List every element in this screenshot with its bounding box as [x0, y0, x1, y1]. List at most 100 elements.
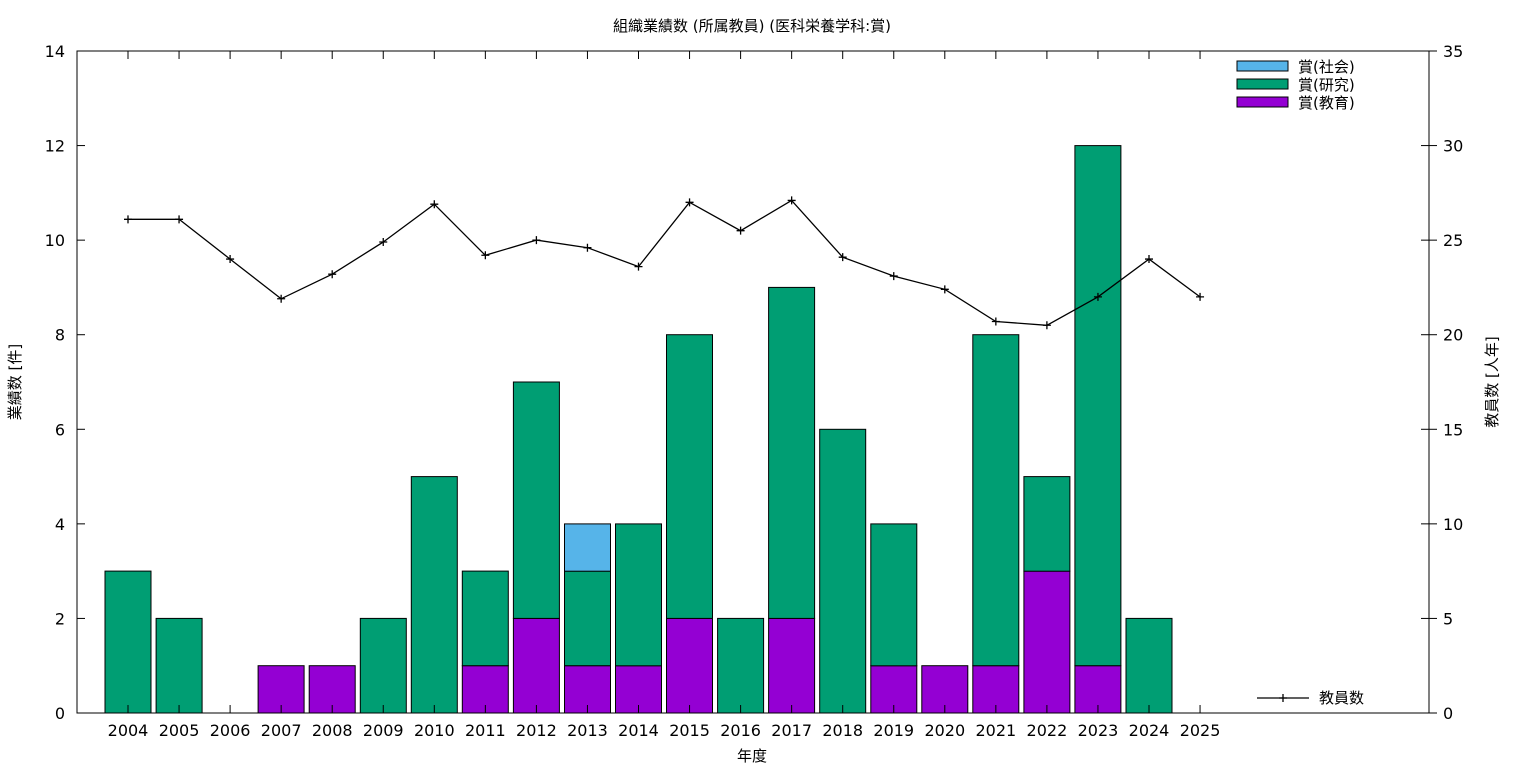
legend-label-2: 賞(社会) — [1298, 58, 1355, 76]
x-tick-label: 2022 — [1027, 721, 1068, 740]
line-legend-marker — [1279, 694, 1287, 702]
faculty-point-2014 — [634, 262, 643, 271]
bar-segment-2015-s0 — [666, 617, 713, 714]
faculty-line — [128, 199, 1201, 326]
bar-segment-2009-s1 — [359, 617, 407, 714]
bar-segment-2016-s1 — [717, 617, 765, 714]
y2-tick-label: 20 — [1443, 326, 1463, 345]
bar-segment-2012-s0 — [512, 617, 560, 714]
y2-tick-label: 5 — [1443, 609, 1453, 628]
faculty-point-2018 — [838, 253, 847, 262]
x-axis-ticks: 2004 2005 2006 2007 2008 2009 2010 2011 2012 2013… — [108, 51, 1221, 740]
y2-tick-label: 15 — [1443, 420, 1463, 439]
bar-segment-2022-s1 — [1023, 476, 1071, 572]
bar-segment-2010-s1 — [410, 476, 458, 714]
y-tick-label: 0 — [55, 704, 65, 723]
bar-segment-2024-s1 — [1125, 617, 1173, 714]
x-axis-label: 年度 — [737, 747, 767, 765]
y2-tick-label: 10 — [1443, 515, 1463, 534]
legend-label-0: 賞(教育) — [1298, 94, 1355, 112]
faculty-point-2012 — [532, 236, 541, 245]
y2-tick-label: 30 — [1443, 137, 1463, 156]
faculty-point-2008 — [328, 270, 337, 279]
faculty-point-2015 — [685, 198, 694, 207]
x-tick-label: 2011 — [465, 721, 506, 740]
x-tick-label: 2007 — [261, 721, 302, 740]
x-tick-label: 2020 — [924, 721, 965, 740]
x-tick-label: 2019 — [873, 721, 914, 740]
bar-segment-2017-s0 — [768, 617, 816, 714]
bar-segment-2012-s1 — [512, 381, 560, 619]
faculty-point-2021 — [991, 317, 1000, 326]
bar-segment-2021-s1 — [972, 334, 1020, 667]
faculty-point-2019 — [889, 272, 898, 281]
x-tick-label: 2009 — [363, 721, 404, 740]
y-tick-label: 6 — [55, 420, 65, 439]
bar-segment-2005-s1 — [155, 617, 203, 714]
x-tick-label: 2014 — [618, 721, 659, 740]
y-tick-label: 4 — [55, 515, 65, 534]
chart-title: 組織業績数 (所属教員) (医科栄養学科:賞) — [613, 17, 891, 35]
x-tick-label: 2015 — [669, 721, 710, 740]
x-tick-label: 2013 — [567, 721, 608, 740]
y-tick-label: 12 — [45, 137, 65, 156]
y-tick-label: 14 — [45, 42, 65, 61]
faculty-point-2024 — [1145, 255, 1153, 264]
x-tick-label: 2021 — [975, 721, 1016, 740]
faculty-point-2013 — [583, 243, 592, 252]
y-tick-label: 8 — [55, 326, 65, 345]
x-tick-label: 2008 — [312, 721, 353, 740]
plot-area-frame — [76, 50, 1430, 714]
faculty-point-2025 — [1196, 292, 1205, 301]
y-axis-ticks: 0 2 4 6 8 10 12 14 — [45, 42, 1429, 723]
x-tick-label: 2018 — [822, 721, 863, 740]
y2-tick-label: 0 — [1443, 704, 1453, 723]
x-tick-label: 2010 — [414, 721, 455, 740]
x-tick-label: 2016 — [720, 721, 761, 740]
x-tick-label: 2005 — [159, 721, 200, 740]
legend: 賞(社会)賞(研究)賞(教育) — [1236, 58, 1355, 112]
y2-tick-label: 25 — [1443, 231, 1463, 250]
faculty-point-2007 — [277, 294, 286, 303]
line-layer — [124, 196, 1205, 330]
legend-swatch-2 — [1236, 60, 1289, 72]
line-legend-label: 教員数 — [1319, 689, 1364, 707]
x-tick-label: 2024 — [1129, 721, 1170, 740]
legend-label-1: 賞(研究) — [1298, 76, 1355, 94]
bar-segment-2013-s1 — [564, 570, 611, 667]
bar-segment-2015-s1 — [666, 334, 713, 619]
legend-swatch-1 — [1236, 78, 1289, 90]
legend-swatch-0 — [1236, 96, 1289, 108]
bar-segment-2018-s1 — [819, 428, 867, 714]
y2-tick-label: 35 — [1443, 42, 1463, 61]
bar-segment-2017-s1 — [768, 286, 816, 619]
bar-segment-2014-s1 — [615, 523, 662, 667]
bars-layer — [104, 145, 1173, 714]
faculty-point-2011 — [481, 251, 490, 260]
bar-segment-2011-s1 — [461, 570, 509, 667]
x-tick-label: 2017 — [771, 721, 812, 740]
bar-segment-2004-s1 — [104, 570, 152, 714]
line-legend: 教員数 — [1257, 689, 1364, 707]
y2-axis-ticks: 0 5 10 15 20 25 30 35 — [1429, 42, 1463, 723]
x-tick-label: 2004 — [108, 721, 149, 740]
faculty-point-2016 — [736, 226, 745, 235]
faculty-point-2023 — [1093, 292, 1102, 301]
bar-segment-2023-s1 — [1074, 145, 1122, 667]
faculty-point-2009 — [379, 238, 388, 247]
x-tick-label: 2012 — [516, 721, 557, 740]
y-tick-label: 10 — [45, 231, 65, 250]
y2-axis-label: 教員数 [人年] — [1483, 336, 1501, 427]
faculty-point-2004 — [124, 215, 132, 224]
faculty-point-2020 — [940, 285, 949, 294]
bar-segment-2019-s1 — [870, 523, 918, 667]
x-tick-label: 2023 — [1078, 721, 1119, 740]
faculty-point-2006 — [226, 255, 235, 264]
faculty-point-2005 — [175, 215, 184, 224]
faculty-point-2022 — [1042, 321, 1051, 330]
y-tick-label: 2 — [55, 609, 65, 628]
x-tick-label: 2025 — [1180, 721, 1221, 740]
bar-segment-2013-s2 — [564, 523, 611, 572]
faculty-point-2017 — [787, 196, 796, 205]
